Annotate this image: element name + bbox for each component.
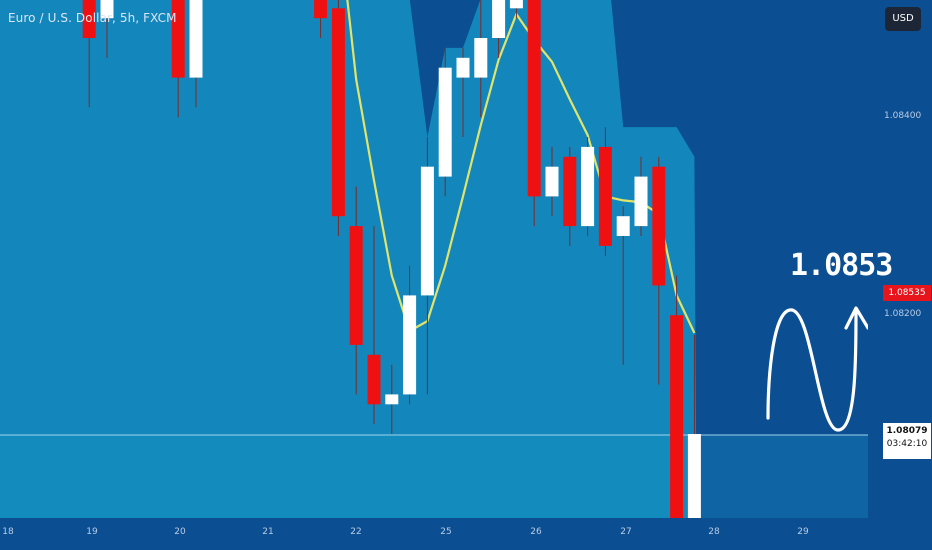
currency-button[interactable]: USD	[885, 7, 921, 31]
candle-body	[474, 38, 488, 78]
candle-body	[492, 0, 506, 39]
date-tick: 27	[620, 527, 632, 537]
candle-body	[456, 57, 470, 78]
candle[interactable]	[474, 0, 488, 118]
candle[interactable]	[403, 265, 417, 405]
moving-average-band	[0, 0, 868, 518]
candle[interactable]	[670, 275, 684, 550]
time-axis[interactable]	[0, 518, 932, 550]
ma-path	[346, 0, 696, 334]
candle[interactable]	[82, 0, 96, 108]
candle-body	[670, 315, 684, 550]
date-tick: 21	[262, 527, 274, 537]
band-area	[0, 0, 697, 518]
candle[interactable]	[367, 226, 381, 425]
candle[interactable]	[349, 186, 363, 395]
candle-body	[189, 0, 203, 78]
date-tick: 18	[2, 527, 14, 537]
candle[interactable]	[509, 0, 523, 19]
last-price-label: 1.08079 03:42:10	[883, 423, 931, 459]
candle-body	[509, 0, 523, 9]
candle[interactable]	[492, 0, 506, 58]
projection-arrow	[766, 306, 870, 432]
candle[interactable]	[100, 0, 114, 58]
candle-body	[616, 216, 630, 236]
candle[interactable]	[189, 0, 203, 108]
candle-body	[438, 67, 452, 177]
candle[interactable]	[527, 0, 541, 227]
candle-body	[652, 166, 666, 286]
candle-body	[367, 354, 381, 405]
candle-body	[598, 146, 612, 246]
date-tick: 29	[797, 527, 809, 537]
candle[interactable]	[438, 47, 452, 197]
candle-body	[100, 0, 114, 19]
candle-body	[527, 0, 541, 197]
price-tick: 1.08400	[884, 111, 922, 122]
candle-body	[349, 226, 363, 345]
candle[interactable]	[171, 0, 185, 118]
last-price-value: 1.08079	[886, 426, 928, 436]
candle[interactable]	[634, 156, 648, 236]
arrow-head	[844, 306, 870, 330]
candle-body	[331, 8, 345, 217]
resistance-level-label: 1.08535	[883, 285, 931, 301]
candle-body	[581, 146, 595, 227]
lower-band-area	[0, 434, 868, 518]
candle[interactable]	[563, 146, 577, 246]
price-tick: 1.08200	[884, 309, 922, 320]
candle-body	[314, 0, 328, 19]
candle-body	[563, 156, 577, 227]
candle[interactable]	[616, 206, 630, 365]
candle[interactable]	[420, 137, 434, 395]
date-tick: 26	[530, 527, 542, 537]
candle-body	[420, 166, 434, 296]
candle-body	[545, 166, 559, 197]
candle-body	[171, 0, 185, 78]
date-tick: 28	[708, 527, 720, 537]
date-tick: 19	[86, 527, 98, 537]
candle[interactable]	[331, 0, 345, 236]
date-tick: 22	[350, 527, 362, 537]
candle[interactable]	[545, 146, 559, 217]
candle-body	[385, 394, 399, 405]
candle-body	[634, 176, 648, 227]
symbol-title: Euro / U.S. Dollar, 5h, FXCM	[8, 11, 177, 25]
candles	[82, 0, 701, 550]
candle[interactable]	[598, 127, 612, 256]
wave-arrow-path	[766, 308, 858, 432]
candle[interactable]	[581, 137, 595, 236]
target-price-annotation: 1.0853	[790, 248, 893, 283]
candle-body	[403, 295, 417, 395]
date-tick: 20	[174, 527, 186, 537]
candle[interactable]	[314, 0, 328, 38]
candle[interactable]	[385, 364, 399, 434]
candle[interactable]	[456, 47, 470, 137]
date-tick: 25	[440, 527, 452, 537]
candle[interactable]	[652, 156, 666, 385]
bar-countdown: 03:42:10	[886, 439, 928, 449]
moving-average-line	[346, 0, 696, 334]
candle-body	[82, 0, 96, 38]
